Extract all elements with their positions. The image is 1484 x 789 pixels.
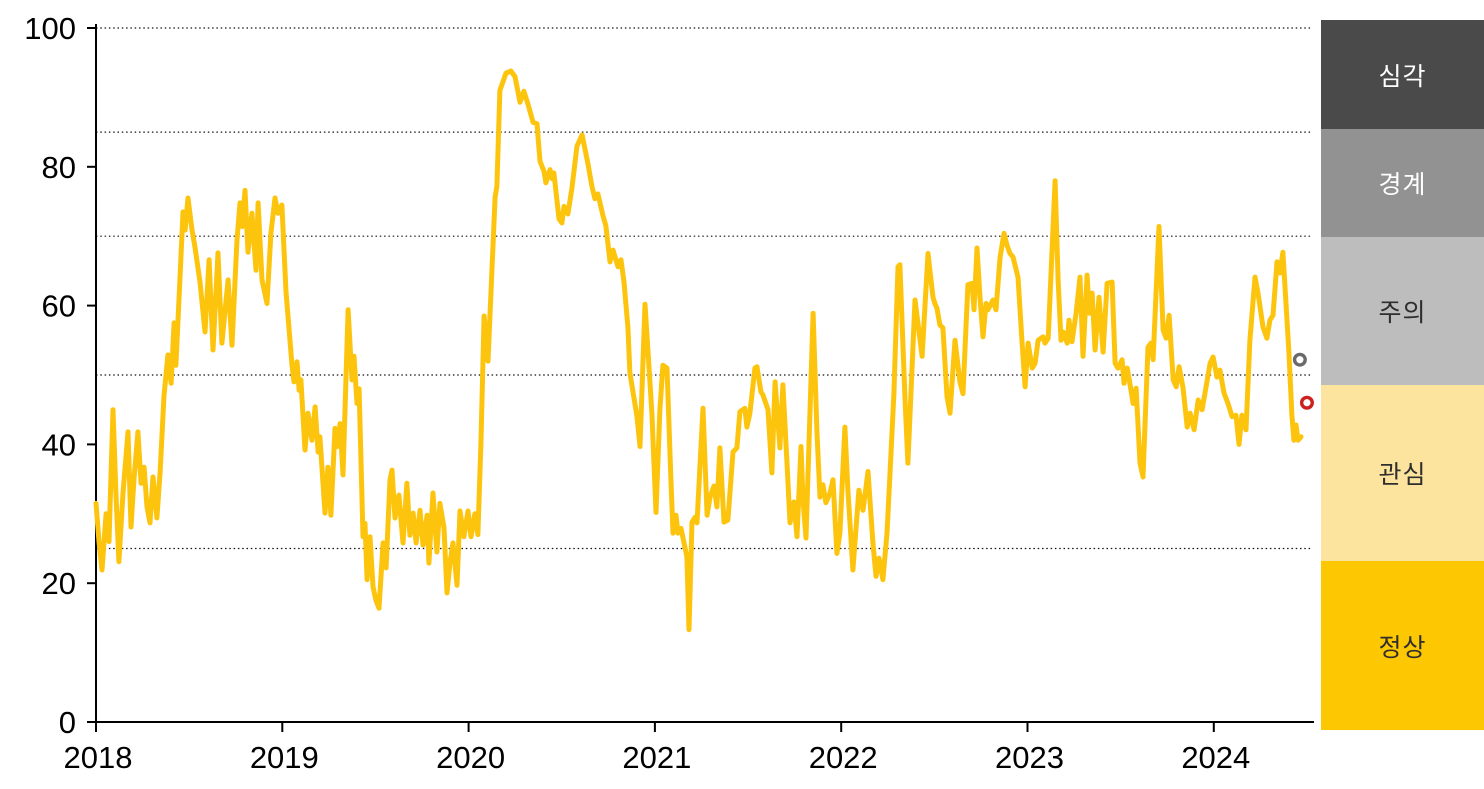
zone-severe-label: 심각 <box>1378 62 1427 91</box>
gray-open-circle <box>1292 352 1307 367</box>
zone-severe: 심각 <box>1321 20 1484 129</box>
zone-caution-label: 주의 <box>1378 299 1427 327</box>
red-open-circle <box>1299 395 1314 410</box>
zone-interest: 관심 <box>1321 385 1484 561</box>
risk-level-legend: 심각 경계 주의 관심 정상 <box>1321 20 1484 730</box>
y-tick-label-0: 0 <box>59 705 76 740</box>
x-tick-label-2024: 2024 <box>1181 740 1250 775</box>
zone-alert: 경계 <box>1321 129 1484 237</box>
zone-interest-label: 관심 <box>1378 461 1427 489</box>
y-tick-label-80: 80 <box>42 150 76 185</box>
series-line-index <box>93 68 1304 633</box>
x-tick-label-2018: 2018 <box>64 740 133 775</box>
y-tick-label-60: 60 <box>42 289 76 324</box>
zone-caution: 주의 <box>1321 237 1484 385</box>
x-tick-label-2023: 2023 <box>995 740 1064 775</box>
zone-normal-label: 정상 <box>1378 633 1427 662</box>
x-tick-label-2022: 2022 <box>809 740 878 775</box>
y-tick-label-40: 40 <box>42 427 76 462</box>
x-tick-label-2020: 2020 <box>436 740 505 775</box>
x-tick-label-2019: 2019 <box>250 740 319 775</box>
zone-alert-label: 경계 <box>1378 171 1427 199</box>
x-tick-label-2021: 2021 <box>622 740 691 775</box>
y-tick-label-20: 20 <box>42 566 76 601</box>
zone-normal: 정상 <box>1321 561 1484 730</box>
y-tick-label-100: 100 <box>24 11 76 46</box>
